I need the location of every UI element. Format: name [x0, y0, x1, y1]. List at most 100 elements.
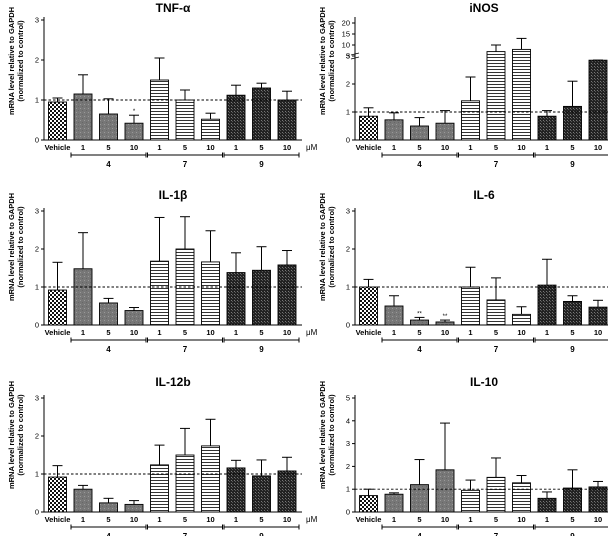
chart-2-bar	[150, 260, 169, 326]
chart-1-group-label: 7	[494, 160, 499, 169]
chart-5-x-tick-label: 1	[545, 515, 549, 524]
chart-4-group-label: 7	[183, 532, 188, 536]
chart-0-group-bracket: 4	[70, 152, 147, 169]
chart-0-y-tick-label: 0	[35, 136, 39, 145]
chart-0-y-tick-label: 3	[35, 16, 39, 25]
chart-0-x-tick-label: 1	[157, 143, 161, 152]
chart-3-bar	[486, 299, 506, 326]
chart-1-axis-break-mark	[350, 56, 360, 60]
chart-1-axis-break-mark	[350, 52, 360, 56]
chart-4-y-tick-label: 0	[35, 508, 39, 517]
chart-2-x-tick-label: 5	[106, 328, 110, 337]
chart-4-title: IL-12b	[155, 375, 190, 389]
chart-5-group-bracket: 7	[458, 524, 534, 536]
chart-5-bar	[461, 489, 480, 513]
chart-0-bar	[48, 101, 67, 141]
chart-4-bar	[150, 464, 169, 513]
chart-5-bar	[486, 476, 506, 513]
chart-5-x-tick-label: 10	[594, 515, 602, 524]
chart-4: IL-12b mRNA level relative to GAPDH(norma…	[7, 375, 318, 536]
chart-1-bar	[537, 115, 557, 141]
chart-2-bar	[48, 289, 67, 326]
chart-3-group-label: 9	[570, 345, 575, 354]
chart-3-significance: **	[443, 314, 448, 320]
chart-3-group-bracket: 4	[381, 337, 458, 354]
chart-2-bar	[124, 310, 144, 326]
chart-0-x-tick-label: 10	[283, 143, 291, 152]
chart-1-y-tick-label: 0	[346, 136, 350, 145]
chart-5-x-tick-label: 5	[570, 515, 574, 524]
chart-1-bar	[588, 59, 608, 141]
chart-2-group-bracket: 4	[70, 337, 147, 354]
chart-1-y-tick-label: 5	[346, 52, 350, 61]
chart-1-group-bracket: 4	[381, 152, 458, 169]
chart-0-bar	[73, 93, 93, 141]
chart-4-x-tick-label: 5	[183, 515, 187, 524]
chart-4-group-bracket: 7	[147, 524, 223, 536]
chart-4-y-tick-label: 3	[35, 394, 39, 403]
chart-4-bar	[252, 475, 271, 513]
chart-3-bar	[359, 286, 378, 326]
chart-0-ylabel-line: (normalized to control)	[16, 20, 25, 102]
chart-3-ylabel-line: (normalized to control)	[327, 206, 336, 288]
chart-5-group-label: 9	[570, 532, 575, 536]
chart-1-bar	[461, 100, 480, 141]
chart-0-ylabel-line: mRNA level relative to GAPDH	[7, 7, 16, 115]
chart-1-x-tick-label: 5	[417, 143, 421, 152]
chart-0-bar	[277, 99, 297, 141]
chart-2-x-tick-label: 5	[183, 328, 187, 337]
chart-1-x-tick-label: 10	[441, 143, 449, 152]
chart-5-bar	[588, 486, 608, 513]
chart-2-ylabel-line: mRNA level relative to GAPDH	[7, 193, 16, 301]
chart-3: IL-6 mRNA level relative to GAPDH(normali…	[318, 188, 608, 354]
chart-5-ylabel-line: (normalized to control)	[327, 394, 336, 476]
chart-4-x-tick-label: 5	[259, 515, 263, 524]
chart-3-x-tick-label: 10	[594, 328, 602, 337]
chart-3-title: IL-6	[473, 188, 495, 202]
chart-0-bar	[175, 99, 195, 141]
chart-1-title: iNOS	[469, 1, 498, 15]
chart-2-x-tick-label: 5	[259, 328, 263, 337]
chart-5-x-tick-label: 10	[517, 515, 525, 524]
chart-5-title: IL-10	[470, 375, 498, 389]
chart-1-x-tick-label: 1	[468, 143, 472, 152]
chart-3-y-tick-label: 0	[346, 321, 350, 330]
chart-2-group-bracket: 7	[147, 337, 223, 354]
chart-1-bar	[512, 48, 531, 141]
chart-4-group-label: 9	[259, 532, 264, 536]
chart-0-x-tick-label: 10	[206, 143, 214, 152]
chart-4-group-bracket: 9	[223, 524, 300, 536]
chart-3-group-bracket: 9	[534, 337, 608, 354]
chart-0-group-label: 7	[183, 160, 188, 169]
chart-2-y-tick-label: 1	[35, 283, 39, 292]
chart-1-y-tick-label: 1	[346, 108, 350, 117]
chart-0-x-tick-label: 1	[81, 143, 85, 152]
chart-4-x-tick-label: 1	[81, 515, 85, 524]
chart-0-x-tick-label: 1	[234, 143, 238, 152]
chart-1-y-tick-label: 20	[342, 19, 350, 28]
chart-5-group-label: 4	[417, 532, 422, 536]
chart-0-x-tick-label: 10	[130, 143, 138, 152]
chart-4-bar	[124, 503, 144, 513]
chart-1-x-tick-label: Vehicle	[356, 143, 382, 152]
chart-3-significance: **	[417, 311, 422, 317]
chart-4-ylabel: mRNA level relative to GAPDH(normalized …	[7, 381, 25, 489]
chart-4-bar	[277, 470, 297, 513]
chart-1-bar	[410, 125, 429, 141]
chart-3-y-tick-label: 3	[346, 207, 350, 216]
chart-3-x-tick-label: 5	[570, 328, 574, 337]
chart-5-y-tick-label: 5	[346, 394, 350, 403]
chart-5-ylabel-line: mRNA level relative to GAPDH	[318, 381, 327, 489]
chart-3-bar	[435, 321, 455, 326]
chart-3-x-tick-label: 1	[545, 328, 549, 337]
chart-1-bar	[563, 105, 582, 141]
chart-0-title: TNF-α	[156, 1, 191, 15]
chart-4-x-tick-label: Vehicle	[45, 515, 71, 524]
chart-4-ylabel-line: (normalized to control)	[16, 394, 25, 476]
chart-1-bar	[486, 51, 506, 141]
chart-0-x-tick-label: Vehicle	[45, 143, 71, 152]
chart-3-x-tick-label: 1	[468, 328, 472, 337]
chart-4-x-tick-label: 1	[234, 515, 238, 524]
chart-5-group-bracket: 9	[534, 524, 608, 536]
